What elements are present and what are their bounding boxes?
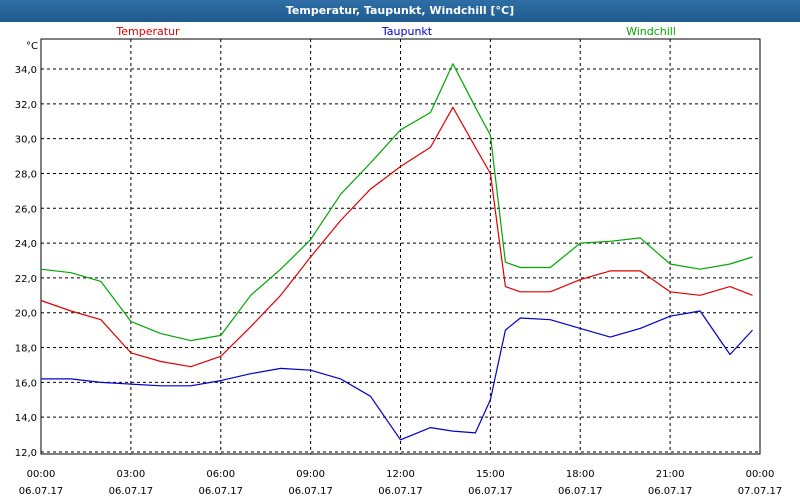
x-tick-date: 06.07.17 [558,486,603,497]
y-tick-label: 28,0 [15,169,37,180]
x-tick-date: 06.07.17 [648,486,693,497]
x-tick-time: 03:00 [116,469,145,480]
x-tick-time: 21:00 [656,469,685,480]
grid-lines [41,39,760,454]
y-tick-label: 34,0 [15,65,37,76]
x-tick-time: 09:00 [296,469,325,480]
series-line-temperatur [40,106,753,368]
y-tick-label: 14,0 [15,413,37,424]
x-tick-date: 06.07.17 [288,486,333,497]
x-tick-date: 06.07.17 [109,486,154,497]
x-tick-time: 00:00 [746,469,775,480]
legend-entry-windchill: Windchill [626,25,676,38]
x-tick-date: 06.07.17 [198,486,243,497]
y-tick-label: 18,0 [15,344,37,355]
series-line-windchill [40,63,753,342]
x-tick-date: 06.07.17 [378,486,423,497]
window-title-bar: Temperatur, Taupunkt, Windchill [°C] [0,0,800,23]
x-axis: 00:00 06.07.17 03:00 06.07.17 06:00 06.07.17 0… [19,469,783,497]
y-tick-label: 24,0 [15,239,37,250]
x-tick-time: 18:00 [566,469,595,480]
x-tick-time: 00:00 [27,469,56,480]
x-tick-date: 06.07.17 [19,486,64,497]
y-tick-label: 22,0 [15,274,37,285]
window-title: Temperatur, Taupunkt, Windchill [°C] [285,4,515,17]
legend-entry-temperatur: Temperatur [115,25,180,38]
x-tick-date: 07.07.17 [738,486,783,497]
y-axis: 12,0 14,0 16,0 18,0 20,0 22,0 24,0 26,0 28,0 30,0… [15,65,37,459]
x-tick-time: 15:00 [476,469,505,480]
x-tick-date: 06.07.17 [468,486,513,497]
legend: Temperatur Taupunkt Windchill [115,25,676,38]
x-tick-time: 06:00 [206,469,235,480]
y-tick-label: 20,0 [15,309,37,320]
series-line-taupunkt [41,310,753,441]
line-chart: 12,0 14,0 16,0 18,0 20,0 22,0 24,0 26,0 28,0 30,0… [0,22,800,500]
y-tick-label: 16,0 [15,378,37,389]
y-tick-label: 12,0 [15,448,37,459]
legend-entry-taupunkt: Taupunkt [381,25,433,38]
series-layer [40,63,753,441]
y-tick-label: 30,0 [15,135,37,146]
x-tick-time: 12:00 [386,469,415,480]
y-tick-label: 32,0 [15,100,37,111]
y-tick-label: 26,0 [15,204,37,215]
y-unit-label: °C [26,41,38,52]
